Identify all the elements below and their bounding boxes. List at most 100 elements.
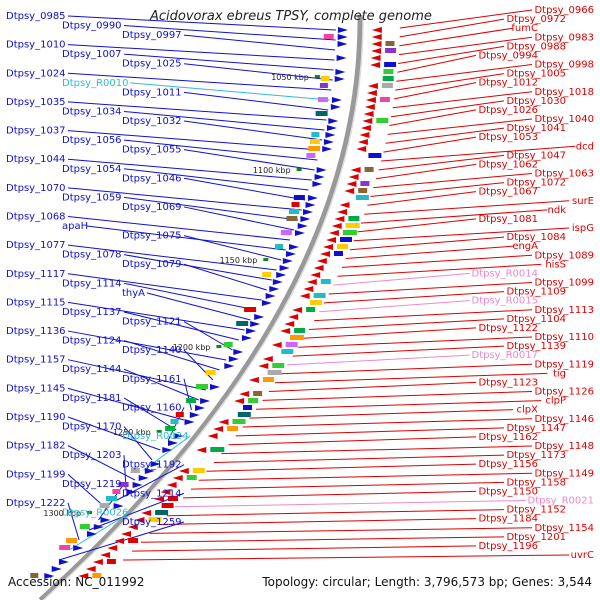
gene-label[interactable]: Dtpsy_1146 <box>534 414 594 425</box>
minus-strand-gene-arrow[interactable] <box>154 496 164 502</box>
gene-label[interactable]: Dtpsy_1005 <box>506 69 566 80</box>
minus-strand-gene-arrow[interactable] <box>337 209 347 215</box>
plus-strand-gene-arrow[interactable] <box>250 321 261 327</box>
gene-label[interactable]: Dtpsy_R0014 <box>472 268 539 279</box>
plus-strand-gene-arrow[interactable] <box>93 524 104 530</box>
gene-label[interactable]: Dtpsy_1075 <box>122 231 182 242</box>
gene-label[interactable]: Dtpsy_1173 <box>506 450 566 461</box>
gene-label[interactable]: Dtpsy_1037 <box>6 126 66 137</box>
minus-strand-gene-arrow[interactable] <box>239 391 250 397</box>
plus-strand-gene-arrow[interactable] <box>272 279 283 285</box>
gene-label[interactable]: Dtpsy_1055 <box>122 145 182 156</box>
minus-strand-gene-arrow[interactable] <box>100 552 111 558</box>
plus-strand-gene-arrow[interactable] <box>300 216 311 222</box>
minus-strand-gene-arrow[interactable] <box>207 433 218 439</box>
gene-label[interactable]: Dtpsy_1161 <box>122 374 182 385</box>
plus-strand-gene-arrow[interactable] <box>200 398 211 404</box>
plus-strand-gene-arrow[interactable] <box>195 405 205 411</box>
gene-label[interactable]: Dtpsy_1067 <box>478 187 538 198</box>
plus-strand-gene-arrow[interactable] <box>316 167 327 173</box>
plus-strand-gene-arrow[interactable] <box>228 356 239 362</box>
gene-label[interactable]: Dtpsy_1119 <box>534 359 594 370</box>
plus-strand-gene-arrow[interactable] <box>335 69 346 75</box>
minus-strand-gene-arrow[interactable] <box>218 419 229 425</box>
minus-strand-gene-arrow[interactable] <box>280 328 291 334</box>
minus-strand-gene-arrow[interactable] <box>363 111 374 117</box>
gene-label[interactable]: Dtpsy_1148 <box>534 441 594 452</box>
plus-strand-gene-arrow[interactable] <box>184 419 195 425</box>
gene-label[interactable]: Dtpsy_1012 <box>478 78 538 89</box>
gene-label[interactable]: Dtpsy_R0017 <box>472 350 539 361</box>
gene-label[interactable]: Dtpsy_1117 <box>6 269 66 280</box>
minus-strand-gene-arrow[interactable] <box>362 118 373 124</box>
plus-strand-gene-arrow[interactable] <box>168 440 178 446</box>
gene-label[interactable]: Dtpsy_1184 <box>478 514 538 525</box>
plus-strand-gene-arrow[interactable] <box>138 475 149 481</box>
minus-strand-gene-arrow[interactable] <box>85 566 96 572</box>
gene-label[interactable]: Dtpsy_1158 <box>506 477 566 488</box>
gene-label[interactable]: Dtpsy_0972 <box>506 14 566 25</box>
gene-label[interactable]: Dtpsy_1026 <box>478 105 538 116</box>
plus-strand-gene-arrow[interactable] <box>44 573 55 579</box>
plus-strand-gene-arrow[interactable] <box>100 517 111 523</box>
plus-strand-gene-arrow[interactable] <box>254 314 265 320</box>
gene-label[interactable]: Dtpsy_1123 <box>478 377 538 388</box>
gene-label[interactable]: Dtpsy_1034 <box>62 106 122 117</box>
minus-strand-gene-arrow[interactable] <box>316 258 327 264</box>
gene-label[interactable]: hisS <box>545 259 566 270</box>
gene-label[interactable]: Dtpsy_1122 <box>478 323 538 334</box>
plus-strand-gene-arrow[interactable] <box>328 118 339 124</box>
plus-strand-gene-arrow[interactable] <box>276 272 287 278</box>
minus-strand-gene-arrow[interactable] <box>306 279 317 285</box>
gene-label[interactable]: Dtpsy_1044 <box>6 154 66 165</box>
minus-strand-gene-arrow[interactable] <box>326 237 336 243</box>
minus-strand-gene-arrow[interactable] <box>328 230 339 236</box>
plus-strand-gene-arrow[interactable] <box>173 433 184 439</box>
gene-label[interactable]: Dtpsy_1053 <box>478 132 538 143</box>
plus-strand-gene-arrow[interactable] <box>282 258 293 264</box>
gene-label[interactable]: Dtpsy_1192 <box>122 460 182 471</box>
gene-label[interactable]: Dtpsy_0997 <box>122 30 182 41</box>
minus-strand-gene-arrow[interactable] <box>350 167 361 173</box>
gene-label[interactable]: Dtpsy_1024 <box>6 68 66 79</box>
plus-strand-gene-arrow[interactable] <box>189 412 200 418</box>
gene-label[interactable]: Dtpsy_1160 <box>122 402 182 413</box>
plus-strand-gene-arrow[interactable] <box>297 223 308 229</box>
minus-strand-gene-arrow[interactable] <box>248 377 259 383</box>
minus-strand-gene-arrow[interactable] <box>357 139 368 145</box>
plus-strand-gene-arrow[interactable] <box>279 265 290 271</box>
gene-label[interactable]: Dtpsy_1010 <box>6 40 66 51</box>
gene-label[interactable]: Dtpsy_1124 <box>62 336 122 347</box>
gene-label[interactable]: Dtpsy_1032 <box>122 116 182 127</box>
plus-strand-gene-arrow[interactable] <box>269 286 280 292</box>
minus-strand-gene-arrow[interactable] <box>364 104 375 110</box>
plus-strand-gene-arrow[interactable] <box>337 27 348 33</box>
minus-strand-gene-arrow[interactable] <box>196 447 207 453</box>
gene-label[interactable]: Dtpsy_R0015 <box>472 296 539 307</box>
gene-label[interactable]: Dtpsy_1079 <box>122 259 182 270</box>
gene-label[interactable]: Dtpsy_1099 <box>534 278 594 289</box>
plus-strand-gene-arrow[interactable] <box>87 531 97 537</box>
minus-strand-gene-arrow[interactable] <box>107 545 118 551</box>
gene-label[interactable]: Dtpsy_0966 <box>534 5 594 16</box>
gene-label[interactable]: Dtpsy_1081 <box>478 214 538 225</box>
gene-label[interactable]: Dtpsy_0985 <box>6 11 66 22</box>
plus-strand-gene-arrow[interactable] <box>322 146 333 152</box>
gene-label[interactable]: Dtpsy_1190 <box>6 412 66 423</box>
minus-strand-gene-arrow[interactable] <box>356 146 367 152</box>
minus-strand-gene-arrow[interactable] <box>371 48 382 54</box>
gene-label[interactable]: surE <box>572 196 594 207</box>
gene-label[interactable]: Dtpsy_1104 <box>506 314 566 325</box>
gene-label[interactable]: Dtpsy_0998 <box>534 60 594 71</box>
plus-strand-gene-arrow[interactable] <box>331 97 342 103</box>
minus-strand-gene-arrow[interactable] <box>284 321 295 327</box>
gene-label[interactable]: Dtpsy_1144 <box>62 364 122 375</box>
minus-strand-gene-arrow[interactable] <box>166 482 177 488</box>
gene-label[interactable]: Dtpsy_1063 <box>534 169 594 180</box>
plus-strand-gene-arrow[interactable] <box>58 559 69 565</box>
plus-strand-gene-arrow[interactable] <box>261 300 272 306</box>
minus-strand-gene-arrow[interactable] <box>348 174 359 180</box>
minus-strand-gene-arrow[interactable] <box>371 34 382 40</box>
gene-label[interactable]: ispG <box>572 223 594 234</box>
gene-label[interactable]: Dtpsy_R0010 <box>62 78 129 89</box>
